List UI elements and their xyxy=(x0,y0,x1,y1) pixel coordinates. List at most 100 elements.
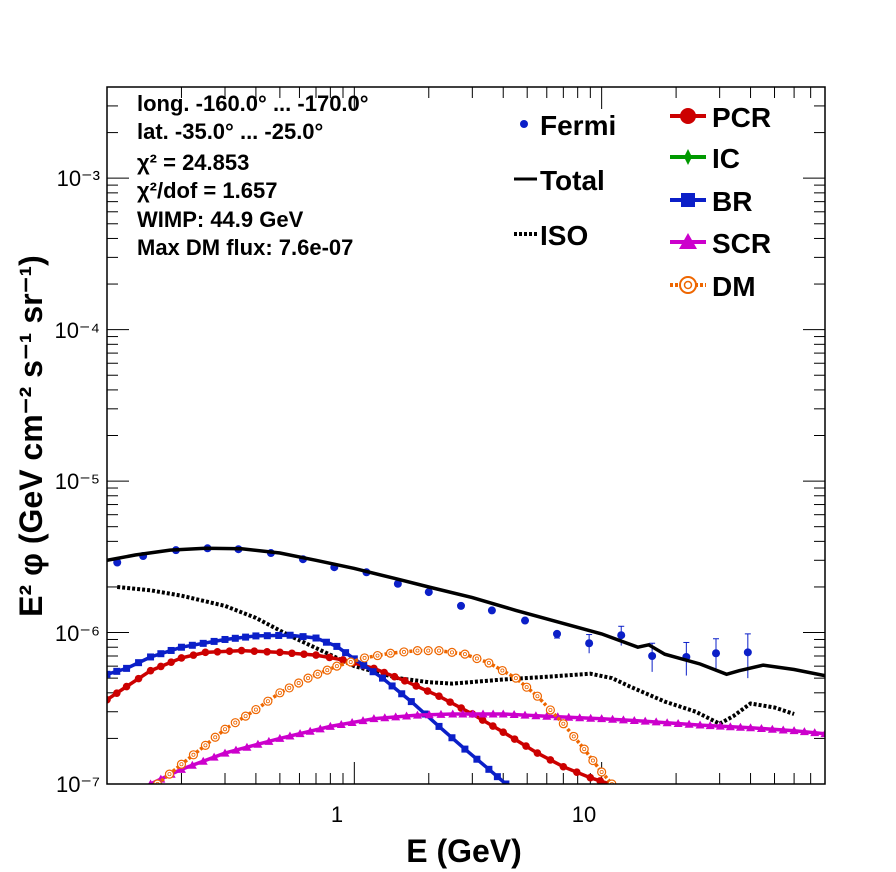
dm-marker xyxy=(176,759,187,769)
scr-marker xyxy=(242,742,252,751)
fermi-point xyxy=(648,652,657,661)
series-fermi xyxy=(113,544,752,679)
legend-marker-scr xyxy=(679,233,697,249)
dm-marker xyxy=(332,661,342,671)
scr-marker xyxy=(315,724,325,733)
pcr-marker xyxy=(288,649,296,658)
scr-marker xyxy=(347,718,357,727)
pcr-marker xyxy=(189,651,198,659)
pcr-marker xyxy=(412,682,421,690)
br-line xyxy=(107,633,508,784)
legend-label-ic: IC xyxy=(712,143,740,174)
br-marker xyxy=(275,631,283,639)
dm-marker xyxy=(210,732,220,742)
y-tick-label-1e-7: 10⁻⁷ xyxy=(56,772,100,797)
br-marker xyxy=(502,780,510,784)
scr-marker xyxy=(684,719,694,728)
legend-marker-fermi xyxy=(520,120,528,128)
legend-label-scr: SCR xyxy=(712,228,771,259)
x-tick-label-10: 10 xyxy=(572,802,596,827)
series-scr xyxy=(148,709,825,784)
dm-marker xyxy=(484,658,494,668)
fermi-point xyxy=(553,629,562,638)
br-marker xyxy=(312,634,320,642)
pcr-marker xyxy=(559,762,568,771)
scr-marker xyxy=(725,722,735,731)
dm-marker-inner xyxy=(334,664,339,669)
fermi-point xyxy=(743,648,752,657)
dm-marker-inner xyxy=(179,762,184,767)
scr-marker xyxy=(498,709,508,718)
dm-marker-inner xyxy=(325,668,330,673)
scr-marker xyxy=(586,713,596,722)
pcr-marker xyxy=(457,704,466,712)
y-tick-label-1e-6: 10⁻⁶ xyxy=(55,621,100,646)
dm-marker-inner xyxy=(599,770,604,775)
br-marker xyxy=(369,668,377,676)
dm-marker xyxy=(460,649,470,659)
pcr-marker xyxy=(107,695,111,704)
pcr-marker xyxy=(446,698,454,706)
legend-left: Fermi Total ISO xyxy=(514,110,616,251)
pcr-marker xyxy=(339,656,347,664)
br-marker xyxy=(221,635,229,643)
legend-marker-dm-inner xyxy=(683,280,693,290)
br-marker xyxy=(177,643,185,651)
br-marker xyxy=(123,664,131,672)
scr-marker xyxy=(458,709,468,718)
dm-marker-inner xyxy=(401,649,406,654)
dm-marker xyxy=(294,678,304,688)
dm-marker-inner xyxy=(524,685,529,690)
dm-marker-inner xyxy=(155,782,160,784)
pcr-marker xyxy=(596,777,604,784)
scr-marker xyxy=(542,711,552,720)
dm-marker-inner xyxy=(306,676,311,681)
dm-marker-inner xyxy=(500,668,505,673)
dm-marker-inner xyxy=(243,714,248,719)
dm-marker xyxy=(558,719,568,729)
pcr-marker xyxy=(134,674,143,683)
dm-marker xyxy=(522,682,532,692)
scr-marker xyxy=(799,727,809,736)
scr-marker xyxy=(148,779,154,784)
annotation-longitude: long. -160.0° ... -170.0° xyxy=(137,91,369,116)
dm-marker xyxy=(164,769,175,779)
scr-marker xyxy=(198,756,208,765)
pcr-marker xyxy=(167,658,175,666)
scr-marker xyxy=(468,709,478,718)
dm-marker xyxy=(346,657,356,667)
dm-marker xyxy=(263,696,273,706)
dm-marker-inner xyxy=(561,721,566,726)
legend-marker-dm xyxy=(679,276,697,294)
scr-marker xyxy=(488,709,498,718)
fermi-point xyxy=(424,588,433,597)
dm-marker xyxy=(412,645,423,656)
br-marker xyxy=(242,633,250,641)
scr-marker xyxy=(231,745,241,754)
br-marker xyxy=(398,690,406,698)
br-marker xyxy=(473,755,481,763)
dm-marker xyxy=(230,718,240,728)
series-layer xyxy=(107,544,825,784)
br-marker xyxy=(435,722,443,730)
pcr-marker xyxy=(263,647,271,656)
dm-marker-inner xyxy=(277,690,282,695)
annotation-chi2-dof: χ²/dof = 1.657 xyxy=(137,178,278,203)
scr-marker xyxy=(520,710,530,719)
scr-marker xyxy=(810,728,820,737)
series-br xyxy=(107,631,510,784)
annotation-chi2: χ² = 24.853 xyxy=(137,150,250,175)
pcr-marker xyxy=(435,692,443,700)
scr-marker xyxy=(187,760,197,769)
legend-marker-pcr xyxy=(680,108,696,124)
legend-marker-br xyxy=(681,193,695,207)
br-marker xyxy=(252,632,260,640)
pcr-marker xyxy=(157,662,165,671)
dm-marker xyxy=(385,648,396,658)
pcr-marker xyxy=(112,689,121,697)
dm-marker xyxy=(399,647,409,657)
iso-line xyxy=(117,585,795,726)
dm-marker-inner xyxy=(191,752,196,757)
dm-marker xyxy=(532,691,543,701)
scr-marker xyxy=(285,731,295,740)
